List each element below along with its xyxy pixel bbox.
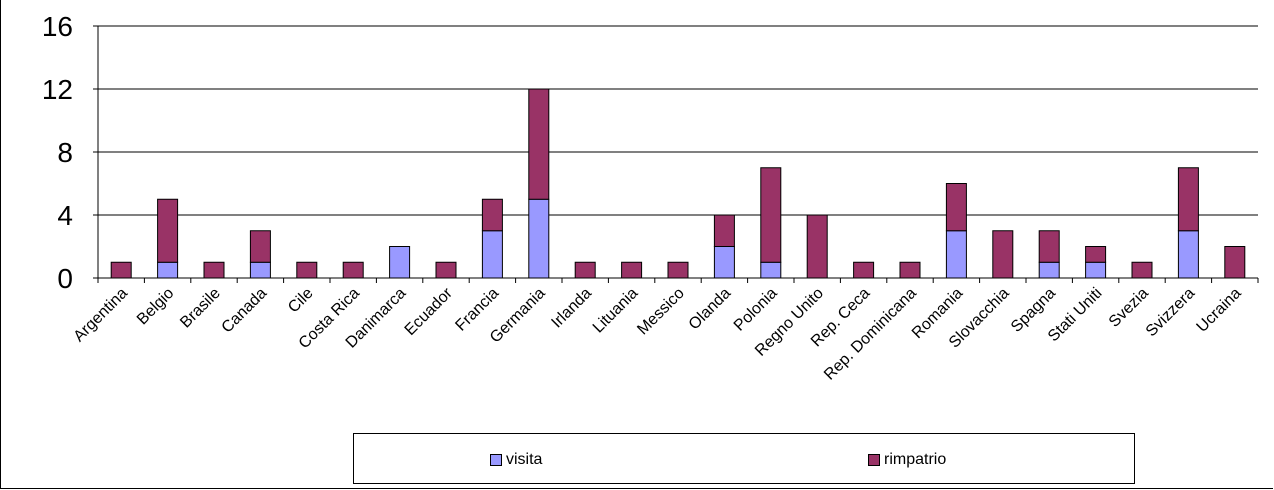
- bar-visita: [760, 261, 782, 279]
- bar-rimpatrio: [806, 214, 828, 279]
- bar-rimpatrio: [574, 261, 596, 279]
- bar-visita: [157, 261, 179, 279]
- x-tick-label: Svezia: [1106, 285, 1152, 331]
- bar-rimpatrio: [481, 198, 503, 232]
- legend-swatch-visita: [490, 454, 502, 466]
- bar-rimpatrio: [296, 261, 318, 279]
- bar-visita: [713, 246, 735, 279]
- bar-rimpatrio: [1224, 246, 1246, 279]
- bar-rimpatrio: [945, 183, 967, 232]
- bar-visita: [528, 198, 550, 279]
- y-tick-label: 16: [42, 11, 73, 42]
- bar-rimpatrio: [528, 88, 550, 200]
- x-tick-label: Svizzera: [1143, 285, 1198, 340]
- bar-rimpatrio: [1177, 167, 1199, 232]
- y-tick-label: 12: [42, 74, 73, 105]
- bar-visita: [481, 230, 503, 279]
- legend-item-rimpatrio: rimpatrio: [868, 451, 946, 469]
- bar-rimpatrio: [713, 214, 735, 247]
- x-tick-label: Messico: [634, 285, 688, 339]
- bar-visita: [1038, 261, 1060, 279]
- x-tick-label: Cile: [285, 285, 317, 317]
- bar-rimpatrio: [621, 261, 643, 279]
- y-tick-label: 0: [57, 263, 73, 294]
- bar-rimpatrio: [342, 261, 364, 279]
- bar-visita: [1085, 261, 1107, 279]
- x-tick-label: Irlanda: [548, 285, 595, 332]
- y-tick-label: 8: [57, 137, 73, 168]
- legend-label-rimpatrio: rimpatrio: [884, 451, 947, 468]
- bar-rimpatrio: [249, 230, 271, 263]
- legend-item-visita: visita: [490, 451, 542, 469]
- bar-rimpatrio: [1085, 246, 1107, 263]
- bar-rimpatrio: [110, 261, 132, 279]
- bar-visita: [945, 230, 967, 279]
- x-tick-label: Argentina: [71, 285, 132, 346]
- x-tick-label: Ecuador: [402, 284, 457, 339]
- bar-rimpatrio: [1131, 261, 1153, 279]
- bar-rimpatrio: [435, 261, 457, 279]
- bar-rimpatrio: [1038, 230, 1060, 263]
- legend-label-visita: visita: [506, 451, 543, 468]
- legend-swatch-rimpatrio: [868, 454, 880, 466]
- x-tick-label: Ucraina: [1194, 285, 1245, 336]
- y-tick-label: 4: [57, 200, 73, 231]
- x-tick-label: Belgio: [134, 285, 178, 329]
- bar-rimpatrio: [760, 167, 782, 263]
- bar-rimpatrio: [157, 198, 179, 263]
- bar-rimpatrio: [992, 230, 1014, 279]
- x-tick-label: Canada: [219, 285, 271, 337]
- x-tick-label: Brasile: [177, 285, 224, 332]
- bar-visita: [249, 261, 271, 279]
- bar-rimpatrio: [203, 261, 225, 279]
- bar-visita: [1177, 230, 1199, 279]
- legend: visita rimpatrio: [353, 433, 1135, 484]
- bar-rimpatrio: [853, 261, 875, 279]
- bar-rimpatrio: [899, 261, 921, 279]
- bar-visita: [389, 246, 411, 279]
- x-tick-label: Olanda: [686, 285, 735, 334]
- bar-rimpatrio: [667, 261, 689, 279]
- x-tick-label: Lituania: [590, 285, 642, 337]
